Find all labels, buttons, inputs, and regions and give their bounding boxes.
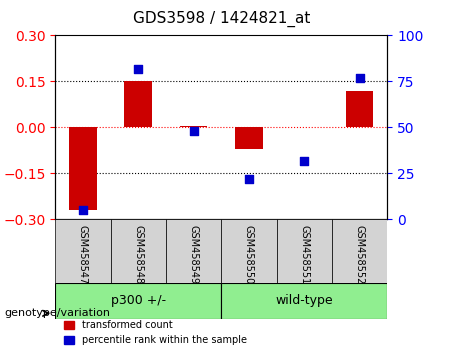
Bar [235,127,263,149]
Point [79,207,87,213]
Point [356,75,363,81]
FancyBboxPatch shape [332,219,387,283]
Text: GSM458549: GSM458549 [189,224,199,284]
Text: wild-type: wild-type [275,295,333,307]
Bar [180,126,207,127]
FancyBboxPatch shape [221,283,387,319]
Text: p300 +/-: p300 +/- [111,295,166,307]
FancyBboxPatch shape [277,219,332,283]
FancyBboxPatch shape [55,283,221,319]
Text: GSM458547: GSM458547 [78,224,88,284]
FancyBboxPatch shape [221,219,277,283]
Bar [69,127,97,210]
Point [135,66,142,72]
Text: GDS3598 / 1424821_at: GDS3598 / 1424821_at [133,11,310,27]
Text: GSM458552: GSM458552 [355,224,365,284]
Text: GSM458551: GSM458551 [299,224,309,284]
Bar [124,81,152,127]
FancyBboxPatch shape [55,219,111,283]
Point [301,158,308,164]
Text: genotype/variation: genotype/variation [5,308,111,318]
FancyBboxPatch shape [166,219,221,283]
FancyBboxPatch shape [111,219,166,283]
Point [245,176,253,182]
Text: GSM458548: GSM458548 [133,224,143,284]
Bar [346,91,373,127]
Point [190,128,197,134]
Text: GSM458550: GSM458550 [244,224,254,284]
Legend: transformed count, percentile rank within the sample: transformed count, percentile rank withi… [60,316,250,349]
